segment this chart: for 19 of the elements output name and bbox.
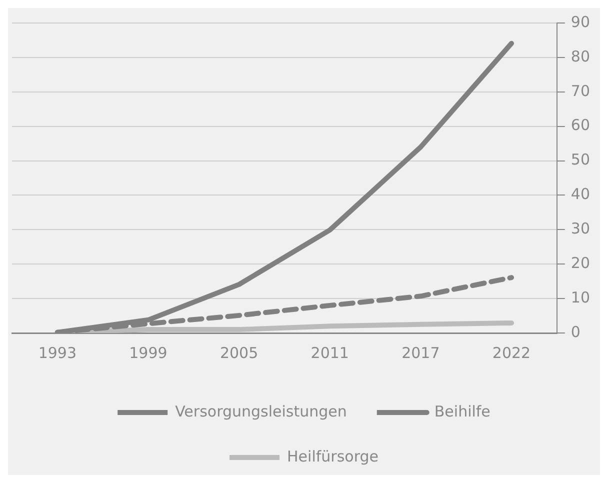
x-tick-label: 2022	[492, 344, 531, 362]
y-tick-label: 40	[570, 185, 590, 204]
y-tick-label: 10	[570, 288, 590, 306]
y-tick-label: 50	[570, 150, 590, 169]
y-tick-label: 70	[570, 82, 590, 100]
x-tick-label: 1993	[38, 344, 77, 362]
legend-label: Versorgungsleistungen	[175, 402, 347, 420]
y-tick-label: 80	[570, 47, 590, 66]
y-tick-label: 60	[570, 116, 590, 134]
y-tick-label: 20	[570, 254, 590, 272]
x-tick-label: 1999	[129, 344, 168, 362]
legend-label: Heilfürsorge	[287, 447, 378, 466]
y-tick-label: 30	[570, 220, 590, 238]
legend-label: Beihilfe	[434, 402, 490, 420]
x-tick-label: 2005	[220, 344, 258, 362]
x-tick-label: 2017	[402, 344, 440, 362]
y-tick-label: 0	[570, 322, 580, 341]
y-tick-label: 90	[570, 12, 590, 31]
x-tick-label: 2011	[310, 344, 349, 362]
